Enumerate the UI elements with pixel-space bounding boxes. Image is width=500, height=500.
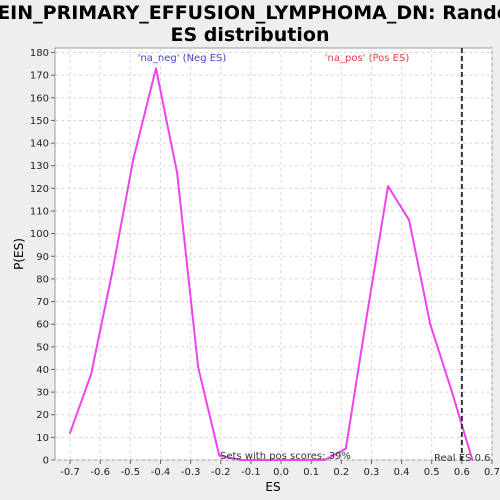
neg-es-label: 'na_neg' (Neg ES) xyxy=(138,53,227,64)
x-tick-label: -0.3 xyxy=(181,467,201,478)
data-point xyxy=(176,171,179,174)
plot-area xyxy=(54,47,493,461)
x-tick-label: -0.1 xyxy=(241,467,261,478)
y-tick-label: 70 xyxy=(36,297,49,308)
x-tick-label: -0.4 xyxy=(151,467,171,478)
data-point xyxy=(90,372,93,375)
y-tick-label: 0 xyxy=(43,456,49,467)
x-axis-label: ES xyxy=(265,480,280,494)
series-line xyxy=(69,67,474,461)
y-tick-label: 170 xyxy=(30,71,49,82)
data-point xyxy=(344,447,347,450)
y-tick-label: 160 xyxy=(30,93,49,104)
x-tick-label: -0.5 xyxy=(121,467,141,478)
x-tick-label: -0.6 xyxy=(90,467,110,478)
series xyxy=(69,67,474,461)
x-tick-label: -0.7 xyxy=(60,467,80,478)
y-tick-label: 20 xyxy=(36,410,49,421)
pos-scores-label: Sets with pos scores: 39% xyxy=(220,451,351,462)
data-point xyxy=(323,459,326,461)
data-point xyxy=(471,459,474,461)
chart-title-line2: ES distribution xyxy=(171,24,330,46)
y-tick-label: 180 xyxy=(30,48,49,59)
data-point xyxy=(280,459,283,461)
x-tick-label: 0.6 xyxy=(454,467,470,478)
y-tick-label: 90 xyxy=(36,252,49,263)
data-point xyxy=(302,459,305,461)
data-point xyxy=(111,271,114,274)
x-tick-label: 0.5 xyxy=(424,467,440,478)
y-tick-label: 120 xyxy=(30,184,49,195)
data-point xyxy=(132,157,135,160)
x-tick-label: 0.3 xyxy=(363,467,379,478)
axes: 0 10 20 30 40 50 60 70 80 90 100 110 120 130 140 150 160… xyxy=(30,48,500,478)
y-tick-label: 110 xyxy=(30,206,49,217)
real-es-label: Real ES 0.6 xyxy=(434,453,490,464)
x-tick-label: 0.4 xyxy=(394,467,410,478)
y-tick-label: 150 xyxy=(30,116,49,127)
data-point xyxy=(197,366,200,369)
y-tick-label: 140 xyxy=(30,139,49,150)
y-tick-label: 30 xyxy=(36,388,49,399)
data-point xyxy=(408,219,411,222)
x-tick-label: -0.2 xyxy=(211,467,231,478)
data-point xyxy=(429,323,432,326)
y-tick-label: 40 xyxy=(36,365,49,376)
y-tick-label: 50 xyxy=(36,342,49,353)
grid xyxy=(55,48,493,461)
y-tick-label: 100 xyxy=(30,229,49,240)
y-tick-label: 10 xyxy=(36,433,49,444)
y-tick-label: 130 xyxy=(30,161,49,172)
y-tick-label: 80 xyxy=(36,274,49,285)
data-point xyxy=(450,388,453,391)
chart-title-line1: KLEIN_PRIMARY_EFFUSION_LYMPHOMA_DN: Rand… xyxy=(0,2,500,24)
data-point xyxy=(69,431,72,434)
y-axis-label: P(ES) xyxy=(12,238,26,270)
data-point xyxy=(154,67,157,70)
data-point xyxy=(239,459,242,461)
data-point xyxy=(218,454,221,457)
data-point xyxy=(387,185,390,188)
x-tick-label: 0.0 xyxy=(273,467,289,478)
x-tick-label: 0.1 xyxy=(303,467,319,478)
y-tick-label: 60 xyxy=(36,320,49,331)
data-point xyxy=(365,314,368,317)
x-tick-label: 0.7 xyxy=(484,467,500,478)
x-tick-label: 0.2 xyxy=(333,467,349,478)
data-point xyxy=(260,459,263,461)
pos-es-label: 'na_pos' (Pos ES) xyxy=(325,53,410,64)
